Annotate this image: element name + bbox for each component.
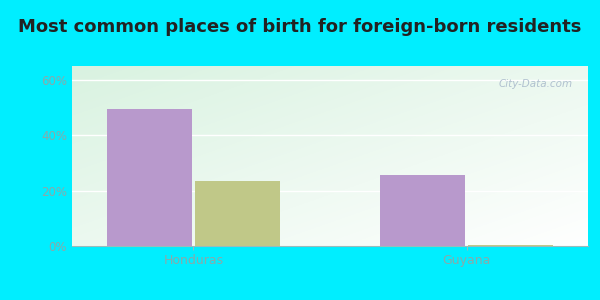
Bar (380, 176, 465, 246)
Bar (468, 245, 553, 246)
Bar (107, 109, 192, 246)
Text: City-Data.com: City-Data.com (499, 79, 572, 88)
Bar (195, 181, 280, 246)
Text: Most common places of birth for foreign-born residents: Most common places of birth for foreign-… (19, 18, 581, 36)
